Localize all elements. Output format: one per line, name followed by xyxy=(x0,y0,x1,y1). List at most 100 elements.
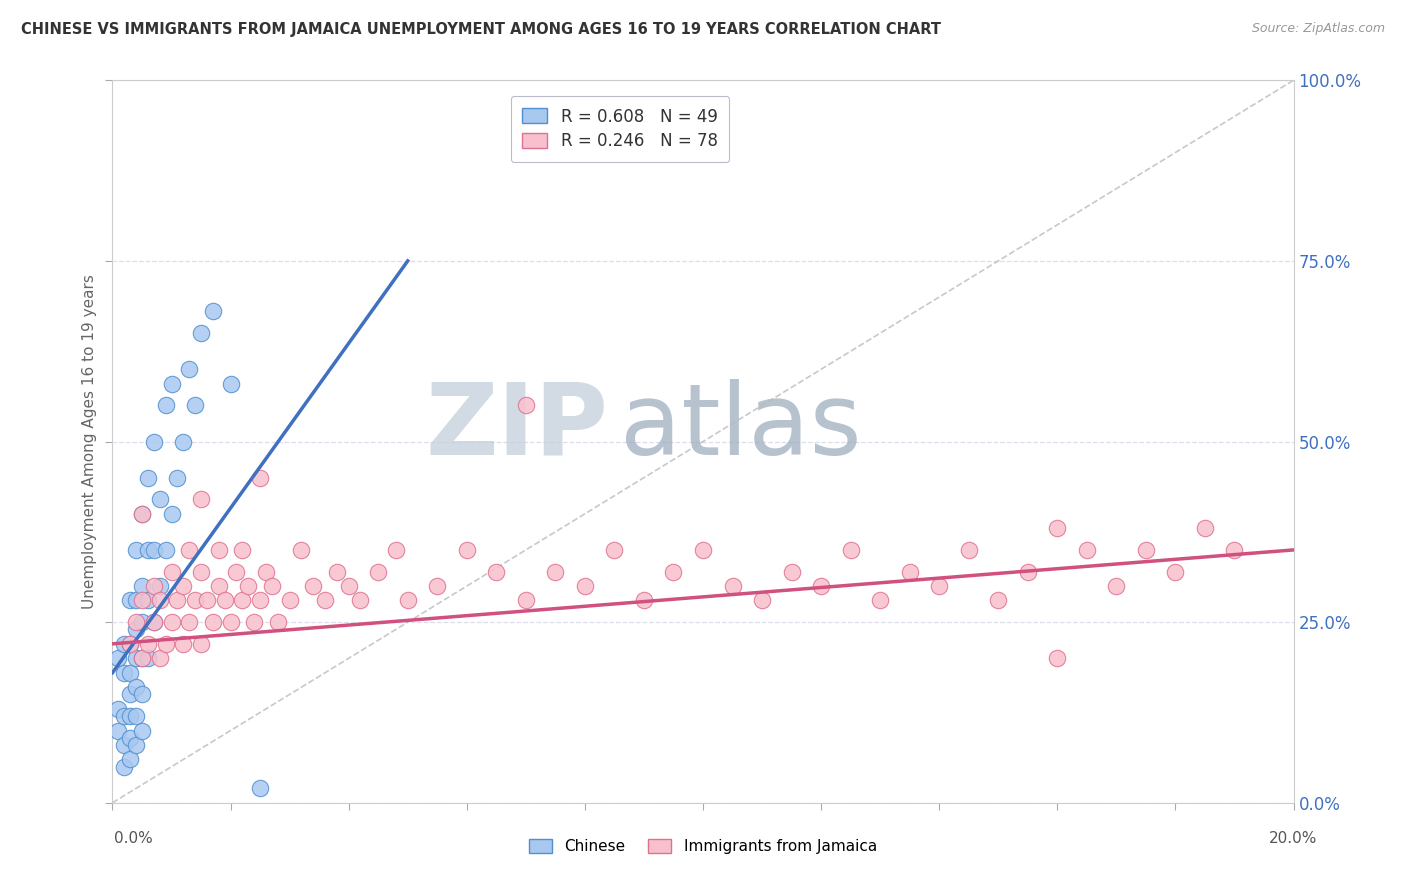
Point xyxy=(1223,542,1246,557)
Point xyxy=(190,492,212,507)
Point xyxy=(107,651,129,665)
Point xyxy=(249,593,271,607)
Point xyxy=(166,593,188,607)
Point xyxy=(136,470,159,484)
Text: CHINESE VS IMMIGRANTS FROM JAMAICA UNEMPLOYMENT AMONG AGES 16 TO 19 YEARS CORREL: CHINESE VS IMMIGRANTS FROM JAMAICA UNEMP… xyxy=(21,22,941,37)
Point xyxy=(179,362,201,376)
Point xyxy=(385,542,408,557)
Point xyxy=(131,615,153,630)
Point xyxy=(751,593,773,607)
Point xyxy=(125,738,148,752)
Point xyxy=(142,579,165,593)
Point xyxy=(692,542,714,557)
Point xyxy=(131,579,153,593)
Point xyxy=(120,752,142,766)
Point xyxy=(869,593,891,607)
Point xyxy=(780,565,803,579)
Y-axis label: Unemployment Among Ages 16 to 19 years: Unemployment Among Ages 16 to 19 years xyxy=(82,274,97,609)
Point xyxy=(326,565,349,579)
Point xyxy=(314,593,336,607)
Point xyxy=(603,542,626,557)
Point xyxy=(184,593,207,607)
Point xyxy=(810,579,832,593)
Point xyxy=(1017,565,1039,579)
Point xyxy=(249,781,271,796)
Point xyxy=(302,579,325,593)
Point xyxy=(125,709,148,723)
Point xyxy=(184,398,207,412)
Point xyxy=(367,565,389,579)
Point xyxy=(160,615,183,630)
Point xyxy=(125,593,148,607)
Point xyxy=(349,593,371,607)
Point xyxy=(515,398,537,412)
Point xyxy=(120,709,142,723)
Point xyxy=(172,434,194,449)
Point xyxy=(1046,521,1069,535)
Point xyxy=(987,593,1010,607)
Point xyxy=(254,565,277,579)
Point xyxy=(131,651,153,665)
Point xyxy=(120,593,142,607)
Point xyxy=(839,542,862,557)
Point xyxy=(131,651,153,665)
Point xyxy=(267,615,290,630)
Point xyxy=(957,542,980,557)
Point xyxy=(149,492,172,507)
Point xyxy=(633,593,655,607)
Point xyxy=(574,579,596,593)
Point xyxy=(225,565,247,579)
Point xyxy=(136,637,159,651)
Point xyxy=(112,637,135,651)
Point xyxy=(142,615,165,630)
Legend: Chinese, Immigrants from Jamaica: Chinese, Immigrants from Jamaica xyxy=(523,833,883,860)
Point xyxy=(396,593,419,607)
Text: Source: ZipAtlas.com: Source: ZipAtlas.com xyxy=(1251,22,1385,36)
Point xyxy=(214,593,236,607)
Point xyxy=(1135,542,1157,557)
Text: 20.0%: 20.0% xyxy=(1270,831,1317,846)
Point xyxy=(337,579,360,593)
Point xyxy=(721,579,744,593)
Point xyxy=(125,542,148,557)
Point xyxy=(278,593,301,607)
Point xyxy=(928,579,950,593)
Point xyxy=(149,593,172,607)
Point xyxy=(1164,565,1187,579)
Point xyxy=(125,623,148,637)
Point xyxy=(238,579,260,593)
Point xyxy=(112,665,135,680)
Point xyxy=(208,542,231,557)
Point xyxy=(107,723,129,738)
Point xyxy=(260,579,283,593)
Point xyxy=(120,637,142,651)
Point xyxy=(112,738,135,752)
Point xyxy=(208,579,231,593)
Point xyxy=(142,615,165,630)
Point xyxy=(155,398,177,412)
Text: 0.0%: 0.0% xyxy=(114,831,153,846)
Point xyxy=(120,731,142,745)
Point xyxy=(1194,521,1216,535)
Point xyxy=(179,542,201,557)
Point xyxy=(201,615,224,630)
Point xyxy=(1105,579,1128,593)
Point xyxy=(662,565,685,579)
Point xyxy=(160,376,183,391)
Point xyxy=(142,542,165,557)
Point xyxy=(125,615,148,630)
Point xyxy=(231,542,253,557)
Point xyxy=(231,593,253,607)
Point xyxy=(219,615,242,630)
Point xyxy=(131,507,153,521)
Point xyxy=(172,579,194,593)
Point xyxy=(107,702,129,716)
Point xyxy=(456,542,478,557)
Point xyxy=(160,507,183,521)
Point xyxy=(136,651,159,665)
Point xyxy=(290,542,312,557)
Point xyxy=(515,593,537,607)
Point xyxy=(112,760,135,774)
Point xyxy=(149,579,172,593)
Point xyxy=(190,565,212,579)
